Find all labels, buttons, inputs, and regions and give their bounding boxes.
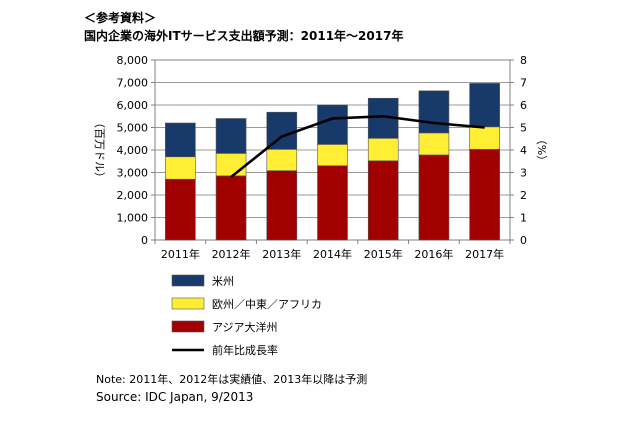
bar-segment (367, 160, 399, 241)
bar-series (165, 83, 500, 241)
y-tick-label: 2,000 (117, 189, 149, 202)
legend-swatch (171, 274, 205, 287)
bar-segment (317, 144, 348, 167)
bar-segment (418, 90, 450, 134)
y2-tick-label: 6 (520, 99, 527, 112)
y2-tick-label: 8 (520, 54, 527, 67)
bar-segment (469, 149, 500, 241)
y-tick-label: 5,000 (117, 122, 149, 135)
y-axis-title: （百万ドル） (93, 117, 106, 183)
bar-segment (215, 118, 247, 154)
bar-segment (165, 178, 196, 241)
y2-tick-label: 5 (520, 122, 527, 135)
y-tick-label: 3,000 (117, 167, 149, 180)
y2-tick-label: 4 (520, 144, 527, 157)
reference-label: ＜参考資料＞ (84, 11, 157, 25)
x-tick-label: 2016年 (414, 247, 453, 261)
x-tick-label: 2015年 (364, 247, 403, 261)
y2-tick-label: 7 (520, 77, 527, 90)
bar-segment (215, 175, 247, 241)
y-tick-label: 7,000 (117, 77, 149, 90)
bar-segment (469, 83, 500, 128)
bar-segment (418, 132, 450, 156)
x-tick-label: 2014年 (313, 247, 352, 261)
x-tick-label: 2017年 (465, 247, 504, 261)
bar-segment (165, 122, 196, 158)
axes: 0 1,000 2,000 3,000 4,000 5,000 6,000 7,000 8,00… (93, 54, 548, 261)
bar-segment (317, 104, 348, 145)
x-tick-label: 2012年 (212, 247, 251, 261)
footnote: Note: 2011年、2012年は実績値、2013年以降は予測 (96, 373, 368, 386)
legend-label: アジア大洋州 (212, 320, 278, 334)
bar-segment (266, 149, 298, 171)
bar-segment (367, 138, 399, 162)
y2-tick-label: 2 (520, 189, 527, 202)
legend-label: 前年比成長率 (212, 343, 278, 357)
growth-rate-line (230, 114, 485, 179)
y2-tick-label: 0 (520, 234, 527, 247)
y-tick-label: 1,000 (117, 212, 149, 225)
legend-swatch (171, 297, 205, 310)
bar-segment (266, 170, 298, 241)
bar-segment (215, 153, 247, 177)
source-credit: Source: IDC Japan, 9/2013 (96, 390, 254, 404)
chart-title: 国内企業の海外ITサービス支出額予測：2011年～2017年 (84, 29, 404, 43)
x-tick-label: 2011年 (161, 247, 200, 261)
y-tick-label: 4,000 (117, 144, 149, 157)
y-tick-label: 6,000 (117, 99, 149, 112)
legend-label: 欧州／中東／アフリカ (212, 298, 322, 311)
legend-label: 米州 (212, 275, 234, 288)
y2-tick-label: 3 (520, 167, 527, 180)
legend-swatch (171, 320, 205, 333)
bar-segment (418, 154, 450, 241)
y-tick-label: 0 (141, 234, 148, 247)
bar-segment (469, 126, 500, 150)
y-tick-label: 8,000 (117, 54, 149, 67)
y2-tick-label: 1 (520, 212, 527, 225)
growth-line-layer (230, 114, 485, 179)
x-tick-label: 2013年 (262, 247, 301, 261)
bar-segment (317, 165, 348, 241)
y2-axis-title: （%） (535, 134, 548, 166)
bar-segment (165, 156, 196, 180)
